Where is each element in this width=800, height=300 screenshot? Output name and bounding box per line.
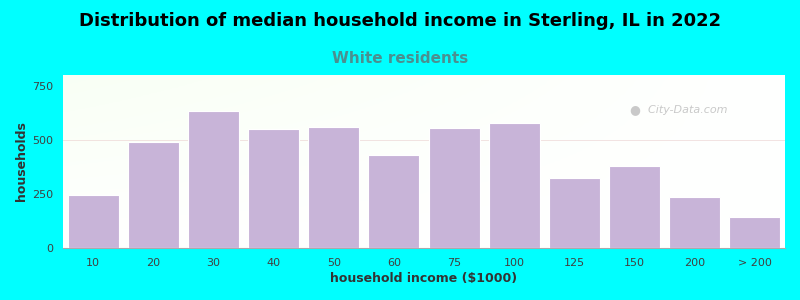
Bar [549, 178, 600, 248]
Text: Distribution of median household income in Sterling, IL in 2022: Distribution of median household income … [79, 12, 721, 30]
Bar [128, 142, 179, 248]
Bar [248, 129, 299, 248]
Y-axis label: households: households [15, 122, 28, 202]
Bar [308, 127, 359, 248]
Text: White residents: White residents [332, 51, 468, 66]
Bar [188, 111, 239, 248]
Bar [669, 197, 720, 248]
Text: ●: ● [630, 103, 641, 116]
Bar [489, 123, 540, 248]
Bar [609, 166, 660, 248]
Text: City-Data.com: City-Data.com [641, 105, 727, 115]
Bar [368, 155, 419, 248]
Bar [429, 128, 480, 248]
X-axis label: household income ($1000): household income ($1000) [330, 272, 518, 285]
Bar [67, 195, 118, 248]
Bar [730, 217, 781, 248]
